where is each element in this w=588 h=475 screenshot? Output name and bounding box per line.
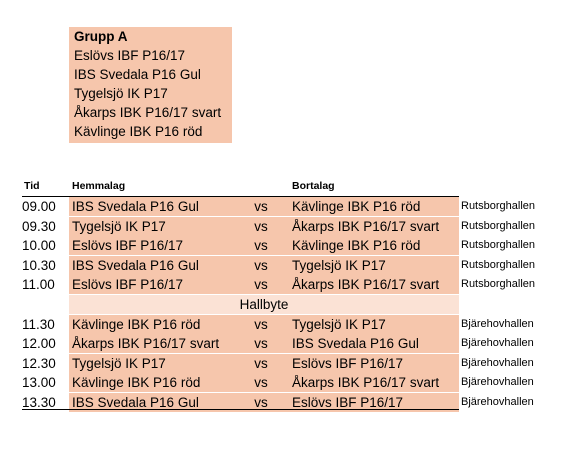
away-team: Kävlinge IBK P16 röd	[292, 238, 421, 253]
match-time: 09.30	[22, 219, 56, 234]
home-team: Eslövs IBF P16/17	[72, 277, 184, 292]
group-team: IBS Svedala P16 Gul	[74, 67, 201, 82]
home-team: IBS Svedala P16 Gul	[72, 199, 199, 214]
break-label: Hallbyte	[239, 297, 289, 312]
away-team: Åkarps IBK P16/17 svart	[292, 219, 440, 234]
home-team: Kävlinge IBK P16 röd	[72, 317, 201, 332]
home-team: IBS Svedala P16 Gul	[72, 258, 199, 273]
match-time: 13.00	[22, 375, 56, 390]
vs-label: vs	[254, 199, 268, 214]
venue-name: Rutsborghallen	[461, 200, 535, 212]
table-row	[69, 217, 459, 236]
vs-label: vs	[254, 317, 268, 332]
bottom-rule	[22, 409, 459, 410]
venue-name: Rutsborghallen	[461, 239, 535, 251]
venue-name: Bjärehovhallen	[461, 357, 534, 369]
home-team: Kävlinge IBK P16 röd	[72, 375, 201, 390]
match-time: 10.30	[22, 258, 56, 273]
table-row	[69, 354, 459, 373]
vs-label: vs	[254, 356, 268, 371]
group-title: Grupp A	[74, 29, 128, 44]
home-team: Eslövs IBF P16/17	[72, 238, 184, 253]
table-row	[69, 236, 459, 255]
table-row	[69, 334, 459, 353]
venue-name: Rutsborghallen	[461, 220, 535, 232]
away-team: Tygelsjö IK P17	[292, 258, 386, 273]
home-team: Tygelsjö IK P17	[72, 219, 166, 234]
match-time: 09.00	[22, 199, 56, 214]
break-row	[69, 295, 459, 314]
match-time: 10.00	[22, 238, 56, 253]
venue-name: Rutsborghallen	[461, 278, 535, 290]
venue-name: Bjärehovhallen	[461, 396, 534, 408]
vs-label: vs	[254, 336, 268, 351]
group-team-list: Grupp A Eslövs IBF P16/17 IBS Svedala P1…	[69, 27, 232, 143]
header-rule	[22, 196, 459, 197]
header-home: Hemmalag	[72, 180, 126, 192]
home-team: Tygelsjö IK P17	[72, 356, 166, 371]
away-team: Tygelsjö IK P17	[292, 317, 386, 332]
group-team: Åkarps IBK P16/17 svart	[74, 105, 222, 120]
home-team: IBS Svedala P16 Gul	[72, 395, 199, 410]
away-team: IBS Svedala P16 Gul	[292, 336, 419, 351]
venue-name: Rutsborghallen	[461, 259, 535, 271]
match-time: 12.00	[22, 336, 56, 351]
table-row	[69, 315, 459, 334]
group-team: Eslövs IBF P16/17	[74, 48, 186, 63]
vs-label: vs	[254, 258, 268, 273]
vs-label: vs	[254, 395, 268, 410]
header-time: Tid	[24, 180, 40, 192]
group-team: Kävlinge IBK P16 röd	[74, 124, 203, 139]
venue-name: Bjärehovhallen	[461, 318, 534, 330]
home-team: Åkarps IBK P16/17 svart	[72, 336, 220, 351]
table-row	[69, 393, 459, 412]
away-team: Åkarps IBK P16/17 svart	[292, 277, 440, 292]
match-time: 11.00	[22, 277, 55, 292]
table-row	[69, 197, 459, 216]
away-team: Eslövs IBF P16/17	[292, 395, 404, 410]
vs-label: vs	[254, 219, 268, 234]
table-row	[69, 275, 459, 294]
group-team: Tygelsjö IK P17	[74, 86, 168, 101]
away-team: Eslövs IBF P16/17	[292, 356, 404, 371]
away-team: Åkarps IBK P16/17 svart	[292, 375, 440, 390]
table-row	[69, 373, 459, 392]
header-away: Bortalag	[292, 180, 335, 192]
table-row	[69, 256, 459, 275]
match-time: 12.30	[22, 356, 56, 371]
away-team: Kävlinge IBK P16 röd	[292, 199, 421, 214]
venue-name: Bjärehovhallen	[461, 376, 534, 388]
vs-label: vs	[254, 375, 268, 390]
vs-label: vs	[254, 238, 268, 253]
venue-name: Bjärehovhallen	[461, 337, 534, 349]
match-time: 13.30	[22, 395, 56, 410]
match-time: 11.30	[22, 317, 55, 332]
vs-label: vs	[254, 277, 268, 292]
